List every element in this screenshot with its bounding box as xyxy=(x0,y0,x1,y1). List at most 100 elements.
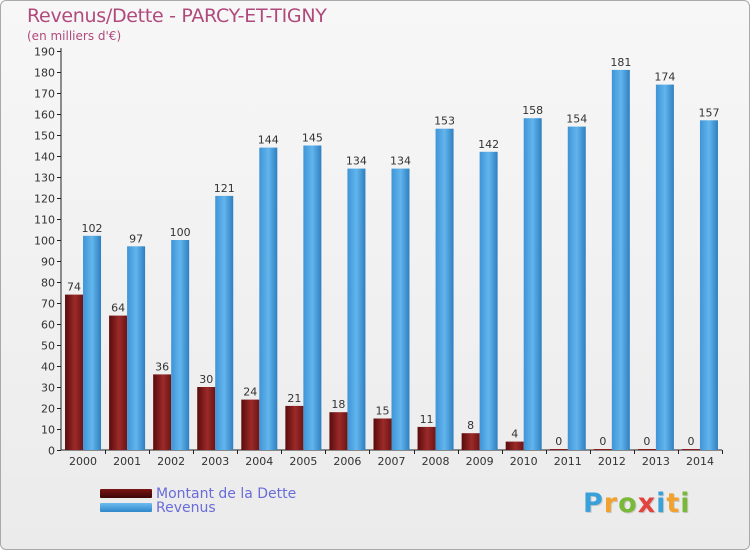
bar-debt xyxy=(153,374,172,450)
x-tick-label: 2007 xyxy=(378,455,406,468)
data-label-revenus: 102 xyxy=(82,222,103,235)
data-label-debt: 4 xyxy=(511,428,518,441)
data-label-debt: 21 xyxy=(287,392,301,405)
bar-revenus xyxy=(479,151,498,451)
y-tick-label: 70 xyxy=(41,298,55,311)
x-tick-label: 2012 xyxy=(598,455,626,468)
bar-revenus xyxy=(83,235,102,450)
data-label-debt: 64 xyxy=(111,302,125,315)
data-label-debt: 11 xyxy=(420,413,434,426)
data-label-debt: 0 xyxy=(555,435,562,448)
data-label-revenus: 157 xyxy=(698,106,719,119)
data-label-debt: 0 xyxy=(687,435,694,448)
data-label-revenus: 153 xyxy=(434,115,455,128)
bar-revenus xyxy=(655,84,674,450)
x-tick-label: 2011 xyxy=(554,455,582,468)
data-label-revenus: 97 xyxy=(129,232,143,245)
data-label-revenus: 144 xyxy=(258,134,279,147)
data-label-revenus: 142 xyxy=(478,138,499,151)
bar-revenus xyxy=(303,145,322,450)
data-label-revenus: 158 xyxy=(522,104,543,117)
bars xyxy=(65,69,718,451)
y-tick-label: 170 xyxy=(34,88,55,101)
x-tick-label: 2008 xyxy=(422,455,450,468)
bar-debt xyxy=(681,449,700,450)
bar-debt xyxy=(285,405,304,450)
y-tick-label: 90 xyxy=(41,256,55,269)
y-tick-label: 40 xyxy=(41,361,55,374)
y-tick-label: 60 xyxy=(41,319,55,332)
data-label-revenus: 121 xyxy=(214,182,235,195)
legend-swatch-debt xyxy=(100,489,152,498)
bar-debt xyxy=(197,387,216,450)
y-tick-label: 190 xyxy=(34,46,55,59)
x-tick-label: 2014 xyxy=(686,455,714,468)
data-label-revenus: 134 xyxy=(390,155,411,168)
bar-debt xyxy=(109,315,128,450)
bar-revenus xyxy=(347,168,366,450)
bar-debt xyxy=(329,412,348,450)
y-tick-label: 130 xyxy=(34,172,55,185)
y-tick-label: 0 xyxy=(48,445,55,458)
data-label-debt: 36 xyxy=(155,360,169,373)
y-tick-label: 100 xyxy=(34,235,55,248)
x-tick-label: 2010 xyxy=(510,455,538,468)
x-tick-label: 2004 xyxy=(245,455,273,468)
axes: 0102030405060708090100110120130140150160… xyxy=(34,46,723,468)
x-tick-label: 2013 xyxy=(642,455,670,468)
y-tick-label: 50 xyxy=(41,340,55,353)
logo-letter: i xyxy=(680,488,691,519)
data-labels: 74 64 36 30 24 21 18 15 11 8 4 0 0 0 0 102 97 100 121 144 14… xyxy=(67,56,719,448)
proxiti-logo: Proxiti xyxy=(583,488,691,519)
logo-letter: x xyxy=(637,488,657,519)
bar-revenus xyxy=(215,195,234,450)
y-tick-label: 10 xyxy=(41,424,55,437)
y-tick-label: 80 xyxy=(41,277,55,290)
bar-revenus xyxy=(523,118,542,450)
logo-letter: P xyxy=(583,488,604,519)
bar-debt xyxy=(373,418,392,450)
bar-revenus xyxy=(171,240,190,450)
bar-revenus xyxy=(259,147,278,450)
bar-debt xyxy=(593,449,612,450)
legend-label-revenus: Revenus xyxy=(156,500,216,516)
chart-title: Revenus/Dette - PARCY-ET-TIGNY xyxy=(27,5,327,27)
data-label-debt: 74 xyxy=(67,281,81,294)
bar-revenus xyxy=(611,69,630,451)
x-tick-label: 2009 xyxy=(466,455,494,468)
y-tick-label: 150 xyxy=(34,130,55,143)
bar-revenus xyxy=(699,120,718,451)
data-label-debt: 24 xyxy=(243,386,257,399)
data-label-revenus: 154 xyxy=(566,113,587,126)
logo-letter: r xyxy=(603,488,619,519)
data-label-debt: 8 xyxy=(467,419,474,432)
logo-letter: o xyxy=(618,488,638,519)
logo-letter: i xyxy=(656,488,667,519)
data-label-revenus: 145 xyxy=(302,132,323,145)
y-tick-label: 160 xyxy=(34,109,55,122)
data-label-revenus: 181 xyxy=(610,56,631,69)
bar-revenus xyxy=(435,128,454,450)
bar-debt xyxy=(461,433,480,450)
y-tick-label: 180 xyxy=(34,67,55,80)
y-tick-label: 20 xyxy=(41,403,55,416)
x-tick-label: 2005 xyxy=(289,455,317,468)
x-tick-label: 2000 xyxy=(69,455,97,468)
legend-label-debt: Montant de la Dette xyxy=(156,486,297,502)
y-tick-label: 120 xyxy=(34,193,55,206)
bar-debt xyxy=(505,441,524,450)
y-tick-label: 110 xyxy=(34,214,55,227)
bar-debt xyxy=(65,294,84,450)
data-label-revenus: 134 xyxy=(346,155,367,168)
x-tick-label: 2002 xyxy=(157,455,185,468)
bar-revenus xyxy=(391,168,410,450)
y-tick-label: 30 xyxy=(41,382,55,395)
x-tick-label: 2001 xyxy=(113,455,141,468)
bar-debt xyxy=(637,449,656,450)
bar-revenus xyxy=(567,126,586,450)
bar-debt xyxy=(417,426,436,450)
chart-subtitle: (en milliers d'€) xyxy=(27,29,122,43)
y-tick-label: 140 xyxy=(34,151,55,164)
x-tick-label: 2003 xyxy=(201,455,229,468)
bar-debt xyxy=(241,399,260,450)
